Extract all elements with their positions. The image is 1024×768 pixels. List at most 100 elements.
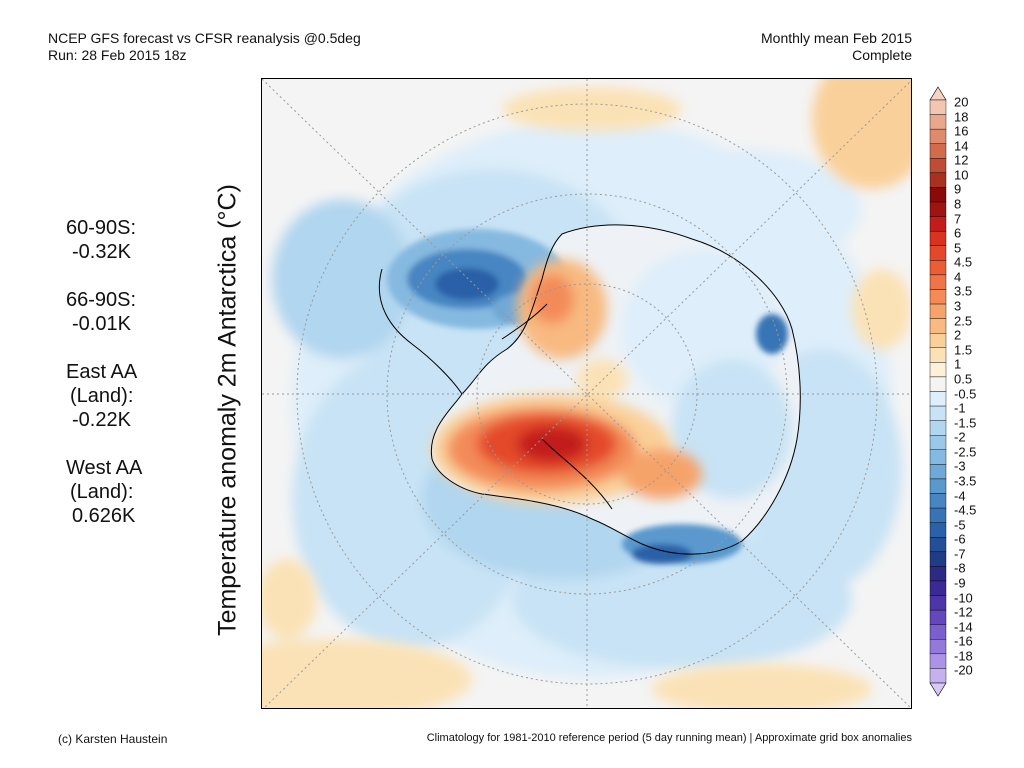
- climatology-note: Climatology for 1981-2010 reference peri…: [426, 732, 912, 744]
- colorbar-level-label: 16: [954, 123, 969, 139]
- colorbar-box: [929, 566, 947, 582]
- stat-west-aa: West AA (Land): 0.626K: [66, 456, 142, 528]
- colorbar-box: [929, 362, 947, 378]
- colorbar-level-label: -1.5: [954, 415, 977, 431]
- colorbar-level-label: -3.5: [954, 473, 977, 489]
- colorbar-box: [929, 435, 947, 451]
- colorbar-level-label: 0.5: [954, 371, 973, 387]
- stat-label: East AA: [66, 361, 138, 383]
- colorbar-level-label: -14: [954, 619, 973, 635]
- colorbar-level-label: -12: [954, 604, 973, 620]
- colorbar-level-label: 9: [954, 181, 962, 197]
- stat-66-90s: 66-90S: -0.01K: [66, 288, 142, 336]
- colorbar-level-label: 7: [954, 211, 962, 227]
- colorbar-box: [929, 478, 947, 494]
- header-right: Monthly mean Feb 2015 Complete: [761, 30, 912, 64]
- stat-label-2: (Land):: [70, 385, 134, 407]
- colorbar-box: [929, 303, 947, 319]
- colorbar-box: [929, 537, 947, 553]
- stat-label: 60-90S:: [66, 217, 137, 239]
- colorbar-box: [929, 260, 947, 276]
- colorbar-box: [929, 143, 947, 159]
- colorbar-level-label: -16: [954, 633, 973, 649]
- colorbar-level-label: 6: [954, 225, 962, 241]
- colorbar-level-label: 10: [954, 167, 969, 183]
- colorbar-level-label: 2.5: [954, 313, 973, 329]
- colorbar: [929, 86, 947, 697]
- colorbar-box: [929, 522, 947, 538]
- colorbar-box: [929, 580, 947, 596]
- colorbar-level-label: -4.5: [954, 502, 977, 518]
- colorbar-box: [929, 158, 947, 174]
- colorbar-box: [929, 216, 947, 232]
- colorbar-level-label: -9: [954, 575, 966, 591]
- stat-value: 0.626K: [72, 505, 136, 527]
- colorbar-level-label: -18: [954, 648, 973, 664]
- colorbar-box: [929, 449, 947, 465]
- ross-ice-shelf-edge: [541, 438, 613, 510]
- colorbar-box: [929, 114, 947, 130]
- colorbar-box: [929, 172, 947, 188]
- colorbar-box: [929, 493, 947, 509]
- colorbar-box: [929, 668, 947, 684]
- colorbar-box: [929, 551, 947, 567]
- colorbar-level-label: 20: [954, 94, 969, 110]
- coastline: [430, 224, 801, 555]
- colorbar-level-label: -0.5: [954, 386, 977, 401]
- vertical-axis-label: Temperature anomaly 2m Antarctica (°C): [213, 184, 242, 636]
- colorbar-level-label: -3: [954, 458, 966, 474]
- colorbar-level-label: -7: [954, 546, 966, 562]
- stat-value: -0.01K: [72, 313, 131, 335]
- colorbar-level-label: 8: [954, 196, 962, 212]
- colorbar-top-arrow: [929, 86, 947, 101]
- colorbar-box: [929, 391, 947, 407]
- colorbar-box: [929, 639, 947, 655]
- colorbar-box: [929, 624, 947, 640]
- run-time: Run: 28 Feb 2015 18z: [48, 47, 187, 63]
- colorbar-level-label: -1: [954, 400, 966, 416]
- colorbar-box: [929, 376, 947, 392]
- colorbar-box: [929, 318, 947, 334]
- colorbar-level-label: -2: [954, 429, 966, 445]
- colorbar-box: [929, 128, 947, 144]
- credit: (c) Karsten Haustein: [58, 732, 168, 746]
- stat-value: -0.32K: [72, 241, 131, 263]
- colorbar-box: [929, 187, 947, 203]
- colorbar-level-label: 18: [954, 109, 969, 125]
- completion-status: Complete: [852, 47, 912, 63]
- colorbar-bottom-arrow: [929, 682, 947, 697]
- stat-label-2: (Land):: [70, 481, 134, 503]
- colorbar-level-label: 3.5: [954, 283, 973, 299]
- stat-label: West AA: [66, 457, 143, 479]
- stat-value: -0.22K: [72, 409, 131, 431]
- colorbar-level-label: 4.5: [954, 254, 973, 270]
- colorbar-level-label: -20: [954, 662, 973, 678]
- header-left: NCEP GFS forecast vs CFSR reanalysis @0.…: [48, 30, 361, 64]
- colorbar-level-label: -2.5: [954, 444, 977, 460]
- colorbar-level-label: 5: [954, 240, 962, 256]
- colorbar-level-label: 14: [954, 138, 969, 154]
- colorbar-box: [929, 289, 947, 305]
- colorbar-box: [929, 230, 947, 246]
- colorbar-box: [929, 464, 947, 480]
- colorbar-level-label: -4: [954, 488, 966, 504]
- map-canvas: [262, 79, 911, 708]
- colorbar-level-label: 4: [954, 269, 962, 285]
- region-stats: 60-90S: -0.32K 66-90S: -0.01K East AA (L…: [66, 216, 142, 552]
- colorbar-box: [929, 274, 947, 290]
- stat-60-90s: 60-90S: -0.32K: [66, 216, 142, 264]
- colorbar-box: [929, 507, 947, 523]
- ice-shelf-edge: [501, 303, 548, 340]
- colorbar-level-label: 12: [954, 152, 969, 168]
- colorbar-level-label: 1.5: [954, 342, 973, 358]
- colorbar-level-label: -10: [954, 590, 973, 606]
- colorbar-box: [929, 595, 947, 611]
- colorbar-box: [929, 405, 947, 421]
- colorbar-level-label: 2: [954, 327, 962, 343]
- colorbar-box: [929, 99, 947, 115]
- colorbar-box: [929, 332, 947, 348]
- colorbar-box: [929, 420, 947, 436]
- colorbar-level-label: 3: [954, 298, 962, 314]
- colorbar-box: [929, 245, 947, 261]
- stat-label: 66-90S:: [66, 289, 137, 311]
